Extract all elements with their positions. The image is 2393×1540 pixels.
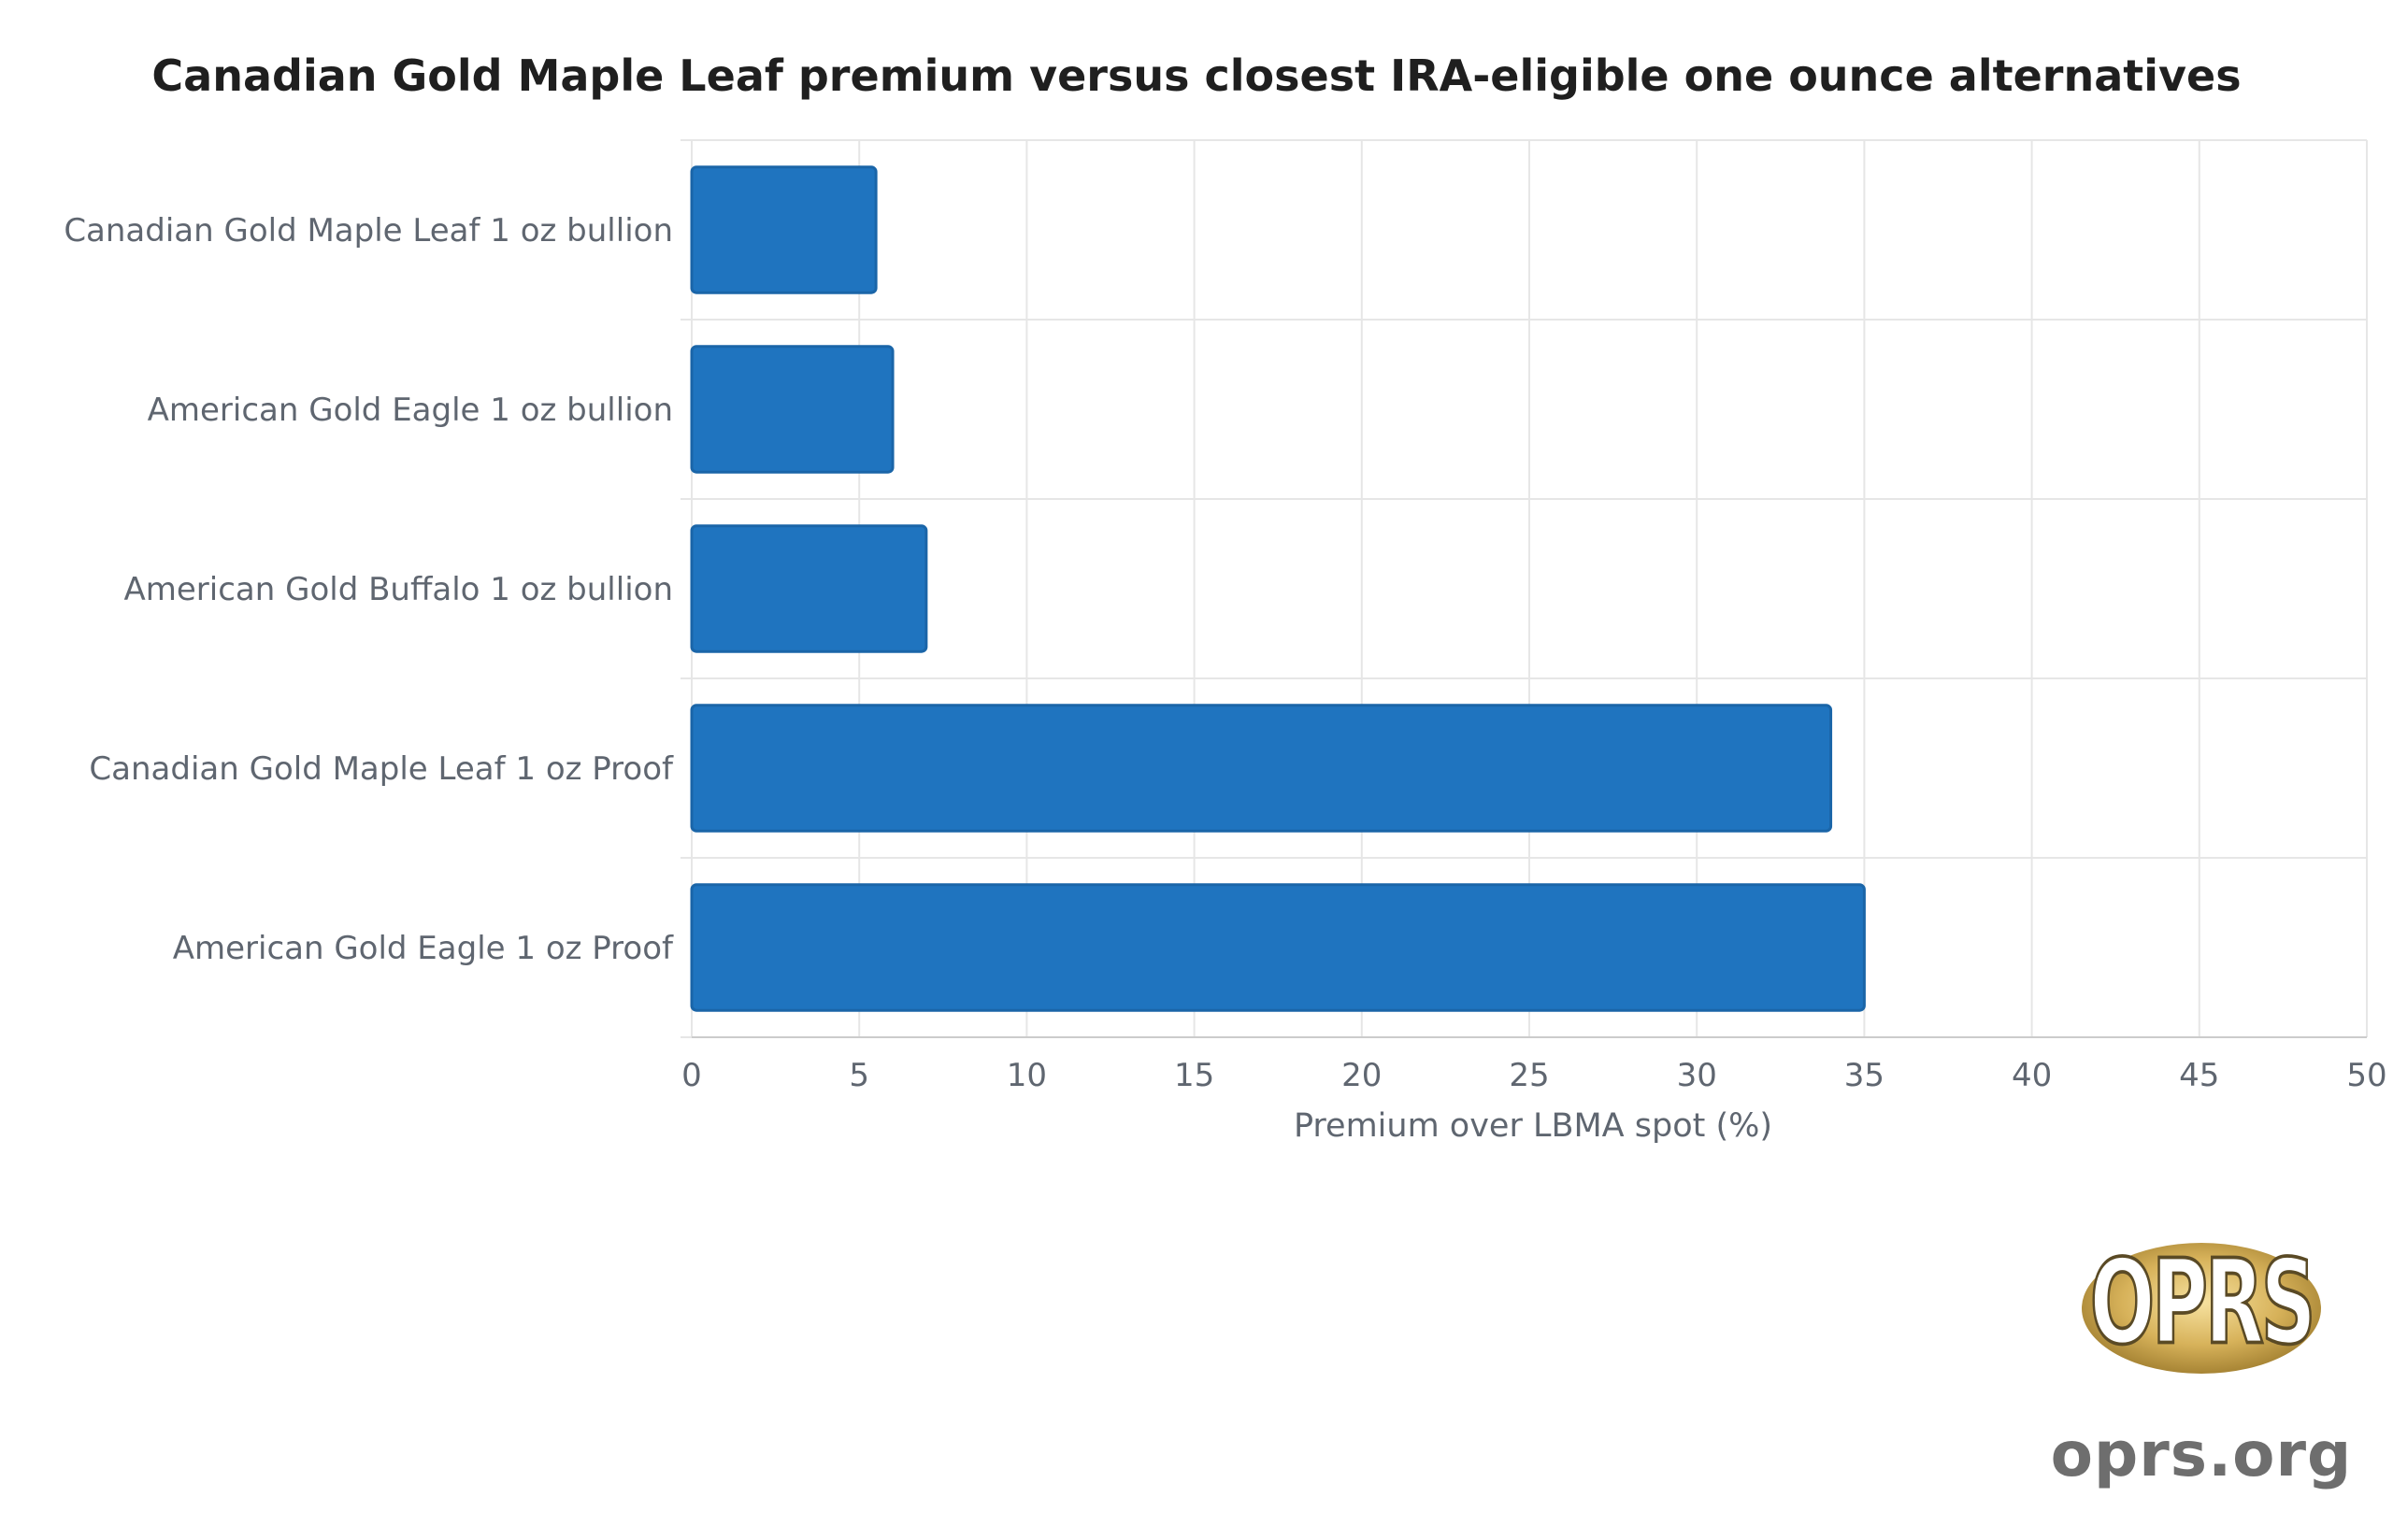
- x-tick-label: 10: [1007, 1057, 1047, 1094]
- bar: [690, 883, 1866, 1012]
- x-tick-label: 35: [1844, 1057, 1884, 1094]
- bar: [690, 165, 878, 294]
- x-tick-label: 5: [849, 1057, 869, 1094]
- x-tick-labels: 0 5 10 15 20 25 30 35 40 45 50: [681, 1057, 2386, 1094]
- bar: [690, 345, 895, 474]
- category-label: Canadian Gold Maple Leaf 1 oz Proof: [89, 750, 674, 788]
- category-labels: Canadian Gold Maple Leaf 1 oz bullion Ame…: [64, 212, 674, 967]
- x-tick-label: 0: [681, 1057, 702, 1094]
- category-label: American Gold Eagle 1 oz bullion: [148, 392, 673, 429]
- svg-text:OPRS: OPRS: [2090, 1234, 2314, 1370]
- category-label: American Gold Eagle 1 oz Proof: [173, 930, 674, 967]
- x-tick-label: 45: [2179, 1057, 2219, 1094]
- chart-title: Canadian Gold Maple Leaf premium versus …: [151, 50, 2241, 101]
- x-tick-label: 30: [1677, 1057, 1717, 1094]
- bars: [690, 165, 1866, 1012]
- x-tick-label: 50: [2346, 1057, 2386, 1094]
- x-axis-title: Premium over LBMA spot (%): [1294, 1107, 1772, 1145]
- category-label: Canadian Gold Maple Leaf 1 oz bullion: [64, 212, 673, 250]
- bar: [690, 704, 1833, 833]
- category-label: American Gold Buffalo 1 oz bullion: [124, 571, 674, 608]
- oprs-logo: OPRS: [2075, 1232, 2328, 1381]
- grid: [681, 139, 2368, 1038]
- x-tick-label: 25: [1509, 1057, 1549, 1094]
- x-tick-label: 20: [1341, 1057, 1382, 1094]
- x-tick-label: 40: [2012, 1057, 2052, 1094]
- bar: [690, 524, 928, 653]
- watermark-url: oprs.org: [2050, 1419, 2353, 1490]
- x-tick-label: 15: [1174, 1057, 1214, 1094]
